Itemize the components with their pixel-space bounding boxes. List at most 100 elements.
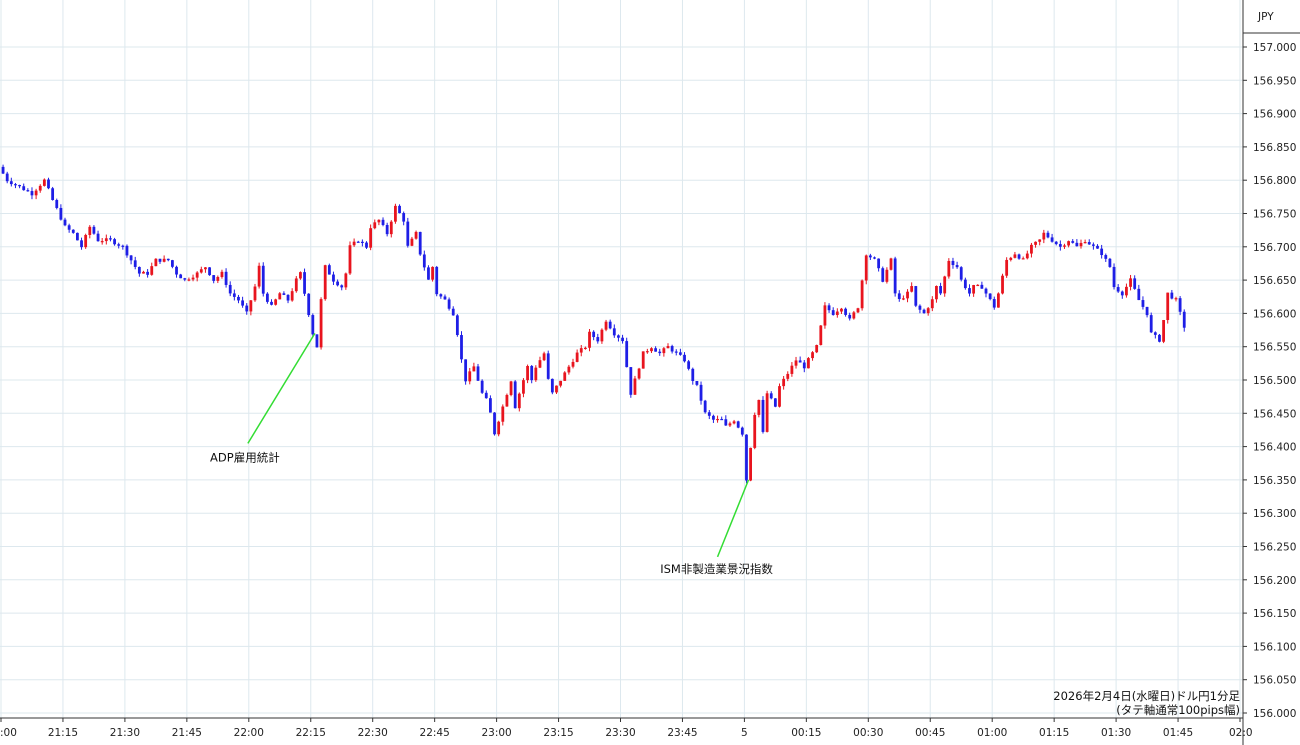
candle-body (984, 288, 988, 294)
x-tick-label: 23:45 (667, 727, 697, 739)
candle-body (823, 305, 827, 326)
candle-body (769, 393, 773, 399)
candle-body (365, 242, 368, 248)
candle-body (265, 293, 269, 302)
candle-body (377, 219, 381, 223)
candle-body (621, 337, 624, 342)
candle-body (550, 378, 554, 393)
candle-body (972, 285, 976, 294)
candle-body (670, 346, 674, 352)
candle-body (1005, 259, 1009, 276)
candle-body (158, 258, 162, 262)
candle-body (55, 199, 59, 208)
candle-body (1100, 248, 1104, 256)
candle-body (881, 268, 885, 282)
candle-body (303, 272, 306, 294)
candle-body (1009, 257, 1013, 260)
candle-body (261, 265, 265, 294)
candle-body (1091, 244, 1095, 246)
x-tick-label: 22:15 (296, 727, 326, 739)
candle-body (1025, 253, 1029, 259)
candle-body (1087, 242, 1091, 245)
candle-body (253, 286, 257, 301)
candle-body (645, 351, 649, 353)
candle-body (402, 213, 406, 222)
candle-body (137, 266, 141, 274)
candle-body (658, 351, 662, 354)
candle-body (332, 274, 335, 282)
x-tick-label: 00:30 (853, 727, 883, 739)
candle-body (612, 328, 616, 336)
candle-body (835, 311, 839, 316)
candle-body (22, 186, 26, 191)
candle-body (583, 347, 587, 349)
candle-body (761, 399, 765, 432)
candle-body (1162, 320, 1165, 342)
candle-body (745, 434, 748, 481)
x-tick-label: 22:00 (234, 727, 264, 739)
y-tick-label: 156.350 (1253, 475, 1296, 487)
candle-body (542, 353, 546, 361)
candle-body (980, 284, 984, 289)
candle-body (765, 393, 769, 432)
candle-body (468, 371, 472, 382)
candle-body (815, 345, 819, 353)
candle-body (740, 427, 744, 435)
x-tick-label: 23:30 (605, 727, 635, 739)
candle-body (517, 393, 521, 409)
candle-body (1133, 278, 1137, 289)
caption-line-2: (タテ軸通常100pips幅) (1116, 703, 1240, 717)
candle-body (695, 381, 699, 385)
candle-body (604, 321, 608, 330)
x-tick-label: 00:15 (791, 727, 821, 739)
candle-body (228, 284, 232, 294)
candle-body (336, 281, 339, 286)
candle-body (1071, 241, 1075, 243)
candle-body (18, 184, 21, 187)
candle-body (480, 380, 484, 393)
candle-body (191, 277, 195, 280)
candle-body (427, 267, 430, 280)
candle-body (47, 179, 50, 189)
candle-body (1104, 255, 1108, 259)
candle-body (464, 359, 468, 382)
y-tick-label: 156.000 (1253, 708, 1296, 720)
candle-body (187, 279, 191, 281)
candle-body (216, 277, 220, 281)
candle-body (856, 308, 860, 313)
candle-body (199, 269, 203, 273)
candle-body (592, 331, 596, 338)
y-tick-label: 156.900 (1253, 109, 1296, 121)
candle-body (926, 308, 930, 314)
x-tick-label: 22:30 (358, 727, 388, 739)
candle-body (414, 231, 418, 239)
candle-body (26, 190, 30, 192)
candle-body (76, 232, 79, 241)
candle-body (662, 348, 666, 354)
candle-body (633, 378, 637, 395)
candle-body (447, 299, 451, 309)
candle-body (278, 293, 282, 300)
candle-body (170, 260, 174, 267)
candle-body (1182, 311, 1186, 328)
candle-body (674, 351, 678, 353)
candle-body (807, 358, 810, 369)
currency-label: JPY (1257, 11, 1274, 23)
x-tick-label: 23:15 (543, 727, 573, 739)
candle-body (133, 260, 137, 267)
candle-body (84, 234, 88, 248)
candle-body (381, 219, 385, 225)
candle-body (369, 228, 373, 248)
candle-body (34, 190, 38, 196)
candle-body (270, 301, 273, 305)
candle-body (608, 321, 612, 329)
candle-body (290, 291, 294, 301)
candle-body (848, 314, 852, 319)
candle-body (728, 423, 732, 426)
candle-body (753, 414, 757, 448)
candle-body (1158, 334, 1161, 342)
candle-body (930, 299, 934, 309)
candle-body (245, 305, 249, 312)
y-tick-label: 156.700 (1253, 242, 1296, 254)
candle-body (530, 365, 534, 381)
